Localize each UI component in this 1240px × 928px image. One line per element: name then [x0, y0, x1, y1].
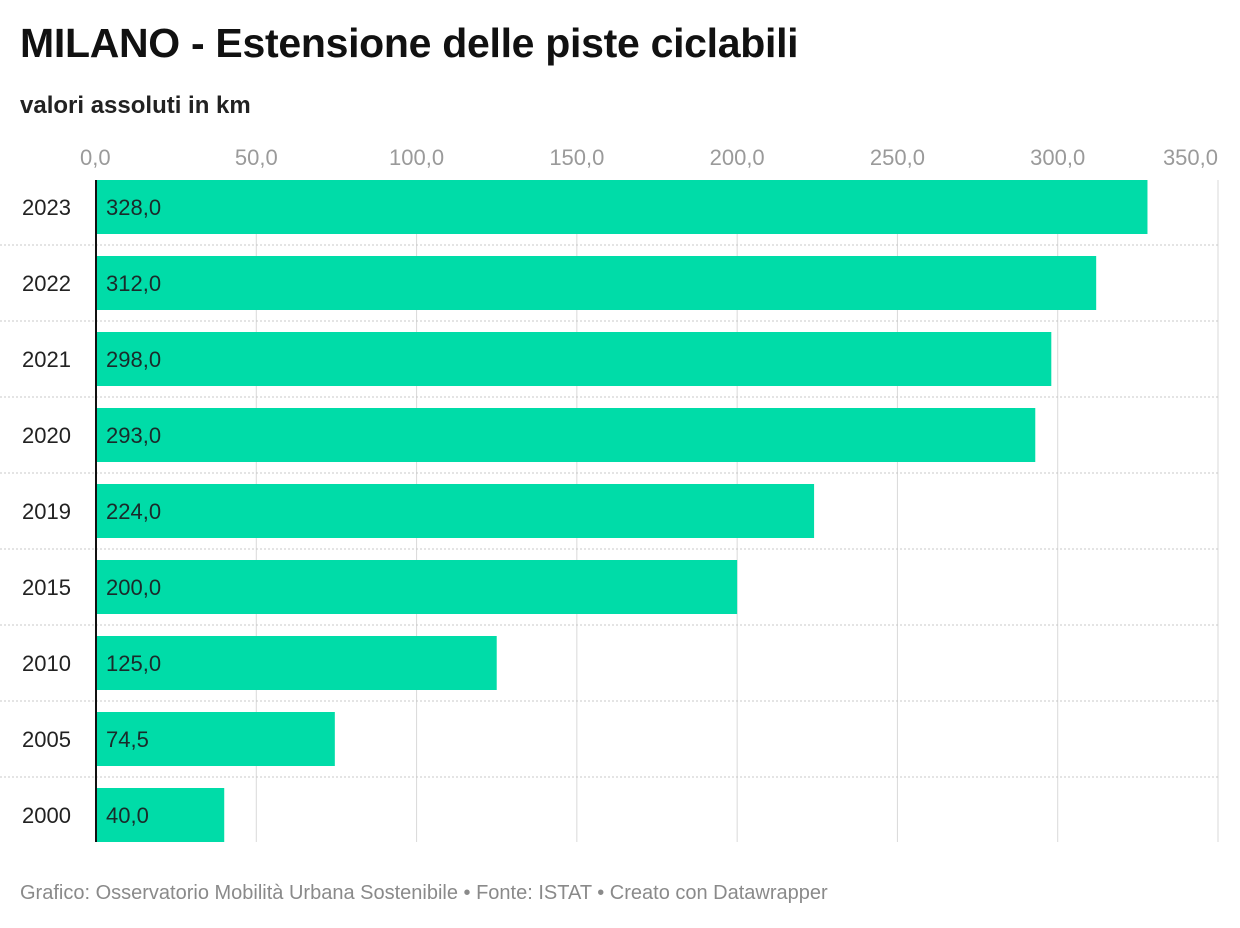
bar [96, 712, 335, 766]
data-label: 74,5 [106, 727, 149, 752]
category-label: 2022 [22, 271, 71, 296]
bar [96, 256, 1097, 310]
x-tick-label: 150,0 [549, 145, 604, 170]
data-label: 200,0 [106, 575, 161, 600]
category-label: 2021 [22, 347, 71, 372]
data-label: 125,0 [106, 651, 161, 676]
x-tick-label: 200,0 [710, 145, 765, 170]
x-tick-label: 100,0 [389, 145, 444, 170]
category-label: 2020 [22, 423, 71, 448]
chart-footer-credit: Grafico: Osservatorio Mobilità Urbana So… [20, 882, 828, 904]
x-tick-label: 50,0 [235, 145, 278, 170]
bar [96, 332, 1052, 386]
bar [96, 484, 815, 538]
bar [96, 788, 225, 842]
x-tick-label: 0,0 [80, 145, 111, 170]
bar [96, 560, 738, 614]
category-label: 2005 [22, 727, 71, 752]
x-tick-label: 300,0 [1030, 145, 1085, 170]
chart-title: MILANO - Estensione delle piste ciclabil… [20, 20, 799, 66]
bar [96, 408, 1036, 462]
category-label: 2019 [22, 499, 71, 524]
data-label: 40,0 [106, 803, 149, 828]
category-label: 2015 [22, 575, 71, 600]
x-tick-label: 250,0 [870, 145, 925, 170]
data-label: 312,0 [106, 271, 161, 296]
bar [96, 180, 1148, 234]
data-label: 328,0 [106, 195, 161, 220]
chart-subtitle: valori assoluti in km [20, 92, 251, 119]
category-label: 2023 [22, 195, 71, 220]
data-label: 298,0 [106, 347, 161, 372]
x-tick-label: 350,0 [1163, 145, 1218, 170]
category-label: 2010 [22, 651, 71, 676]
category-label: 2000 [22, 803, 71, 828]
bar [96, 636, 497, 690]
data-label: 293,0 [106, 423, 161, 448]
data-label: 224,0 [106, 499, 161, 524]
